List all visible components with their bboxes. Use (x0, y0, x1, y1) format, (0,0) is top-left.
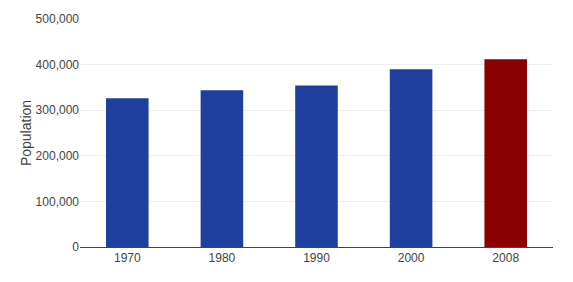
svg-text:Population: Population (18, 100, 34, 166)
svg-text:0: 0 (72, 240, 79, 254)
svg-text:2000: 2000 (398, 251, 425, 265)
svg-text:500,000: 500,000 (36, 12, 80, 26)
svg-text:100,000: 100,000 (36, 195, 80, 209)
svg-text:400,000: 400,000 (36, 58, 80, 72)
svg-text:1970: 1970 (114, 251, 141, 265)
svg-text:200,000: 200,000 (36, 149, 80, 163)
svg-text:1980: 1980 (209, 251, 236, 265)
svg-text:2008: 2008 (492, 251, 519, 265)
svg-text:1990: 1990 (303, 251, 330, 265)
svg-text:300,000: 300,000 (36, 103, 80, 117)
